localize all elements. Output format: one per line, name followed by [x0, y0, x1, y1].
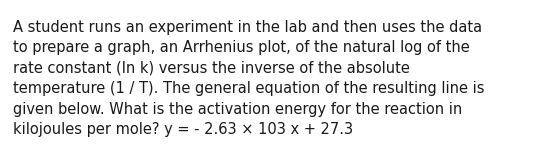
Text: A student runs an experiment in the lab and then uses the data
to prepare a grap: A student runs an experiment in the lab …	[13, 20, 484, 137]
